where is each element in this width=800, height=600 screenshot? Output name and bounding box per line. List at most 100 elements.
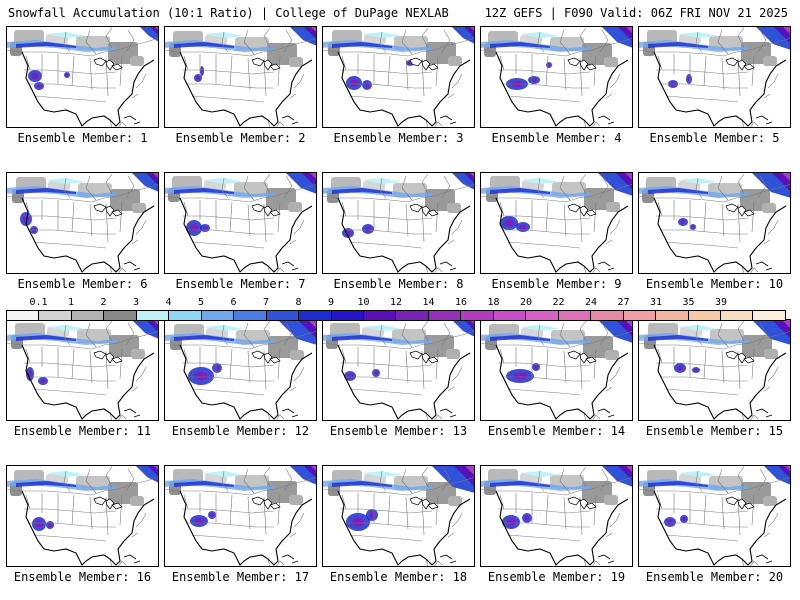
- color-swatch: [396, 311, 429, 320]
- ensemble-member-label: Ensemble Member: 15: [645, 424, 784, 438]
- color-swatch: [331, 311, 364, 320]
- ensemble-member-label: Ensemble Member: 14: [487, 424, 626, 438]
- color-swatch: [7, 311, 40, 320]
- snowfall-map: [322, 26, 475, 128]
- ensemble-panel: Ensemble Member: 1: [6, 26, 159, 145]
- color-scale-label: 10: [357, 297, 370, 308]
- color-scale-label: 39: [714, 297, 728, 308]
- snowfall-map: [6, 26, 159, 128]
- snowfall-map: [638, 26, 791, 128]
- color-swatch: [71, 311, 105, 320]
- ensemble-member-label: Ensemble Member: 6: [17, 277, 148, 291]
- color-scale-label: 9: [327, 297, 335, 308]
- color-swatch: [363, 311, 397, 320]
- ensemble-panel: Ensemble Member: 20: [638, 465, 791, 584]
- ensemble-panel: Ensemble Member: 15: [638, 319, 791, 438]
- ensemble-panel: Ensemble Member: 5: [638, 26, 791, 145]
- color-swatch: [201, 311, 235, 320]
- ensemble-panel: Ensemble Member: 3: [322, 26, 475, 145]
- ensemble-panel: Ensemble Member: 16: [6, 465, 159, 584]
- ensemble-panel: Ensemble Member: 7: [164, 172, 317, 291]
- color-swatch: [656, 311, 689, 320]
- color-scale-label: 4: [165, 297, 172, 308]
- color-swatch: [720, 311, 754, 320]
- ensemble-panel: Ensemble Member: 10: [638, 172, 791, 291]
- snowfall-map: [6, 319, 159, 421]
- snowfall-map: [322, 319, 475, 421]
- color-scale-labels: 0.1 1 2 3 4 5 6 7 8 9 10 12 14 16 18 20 22 24 27 31 35 39: [6, 297, 786, 309]
- run-info: 12Z GEFS | F090 Valid: 06Z FRI NOV 21 20…: [484, 6, 788, 20]
- ensemble-member-label: Ensemble Member: 1: [17, 131, 148, 145]
- ensemble-panel: Ensemble Member: 14: [480, 319, 633, 438]
- color-swatch: [104, 311, 137, 320]
- ensemble-member-label: Ensemble Member: 12: [171, 424, 310, 438]
- ensemble-panel: Ensemble Member: 8: [322, 172, 475, 291]
- ensemble-panel: Ensemble Member: 18: [322, 465, 475, 584]
- snowfall-map: [164, 26, 317, 128]
- color-scale-strip: [6, 310, 786, 321]
- ensemble-panel: Ensemble Member: 19: [480, 465, 633, 584]
- color-scale-label: 1: [67, 297, 74, 308]
- ensemble-member-label: Ensemble Member: 4: [491, 131, 622, 145]
- color-scale-label: 8: [295, 297, 302, 308]
- ensemble-member-label: Ensemble Member: 11: [13, 424, 152, 438]
- color-swatch: [688, 311, 721, 320]
- ensemble-panel: Ensemble Member: 9: [480, 172, 633, 291]
- color-scale-label: 12: [389, 297, 403, 308]
- color-scale-label: 7: [262, 297, 269, 308]
- color-scale-label: 6: [230, 297, 237, 308]
- color-swatch: [428, 311, 462, 320]
- ensemble-panel: Ensemble Member: 11: [6, 319, 159, 438]
- snowfall-map: [6, 465, 159, 567]
- color-swatch: [266, 311, 300, 320]
- ensemble-member-label: Ensemble Member: 8: [333, 277, 464, 291]
- color-swatch: [591, 311, 624, 320]
- color-scale-label: 27: [617, 297, 630, 308]
- ensemble-member-label: Ensemble Member: 3: [333, 131, 464, 145]
- color-swatch: [136, 311, 170, 320]
- color-swatch: [461, 311, 494, 320]
- ensemble-member-label: Ensemble Member: 17: [171, 570, 310, 584]
- ensemble-member-label: Ensemble Member: 19: [487, 570, 626, 584]
- snowfall-map: [480, 465, 633, 567]
- snowfall-map: [6, 172, 159, 274]
- color-scale-label: 20: [519, 297, 533, 308]
- color-scale-label: 22: [552, 297, 565, 308]
- ensemble-panel: Ensemble Member: 17: [164, 465, 317, 584]
- ensemble-member-label: Ensemble Member: 7: [175, 277, 306, 291]
- color-swatch: [234, 311, 267, 320]
- ensemble-member-label: Ensemble Member: 2: [175, 131, 306, 145]
- ensemble-member-label: Ensemble Member: 13: [329, 424, 468, 438]
- snowfall-map: [638, 465, 791, 567]
- color-scale-label: 2: [100, 297, 107, 308]
- ensemble-member-label: Ensemble Member: 10: [645, 277, 784, 291]
- snowfall-map: [480, 319, 633, 421]
- ensemble-member-label: Ensemble Member: 18: [329, 570, 468, 584]
- snowfall-map: [164, 172, 317, 274]
- ensemble-panel: Ensemble Member: 4: [480, 26, 633, 145]
- ensemble-member-label: Ensemble Member: 5: [649, 131, 780, 145]
- color-scale-legend: 0.1 1 2 3 4 5 6 7 8 9 10 12 14 16 18 20 22 24 27 31 35 39: [6, 297, 786, 321]
- snowfall-map: [480, 172, 633, 274]
- color-scale-label: 14: [422, 297, 435, 308]
- ensemble-member-label: Ensemble Member: 9: [491, 277, 622, 291]
- color-swatch: [558, 311, 592, 320]
- ensemble-panel: Ensemble Member: 12: [164, 319, 317, 438]
- color-swatch: [493, 311, 527, 320]
- color-scale-label: 35: [682, 297, 695, 308]
- color-scale-label: 24: [584, 297, 598, 308]
- color-scale-label: 5: [197, 297, 205, 308]
- ensemble-panel: Ensemble Member: 2: [164, 26, 317, 145]
- ensemble-member-label: Ensemble Member: 20: [645, 570, 784, 584]
- ensemble-member-label: Ensemble Member: 16: [13, 570, 152, 584]
- color-swatch: [623, 311, 657, 320]
- snowfall-map: [638, 172, 791, 274]
- snowfall-map: [322, 465, 475, 567]
- ensemble-panel: Ensemble Member: 6: [6, 172, 159, 291]
- color-swatch: [299, 311, 332, 320]
- color-swatch: [526, 311, 559, 320]
- snowfall-map: [164, 465, 317, 567]
- snowfall-map: [638, 319, 791, 421]
- color-scale-label: 3: [132, 297, 139, 308]
- ensemble-panel: Ensemble Member: 13: [322, 319, 475, 438]
